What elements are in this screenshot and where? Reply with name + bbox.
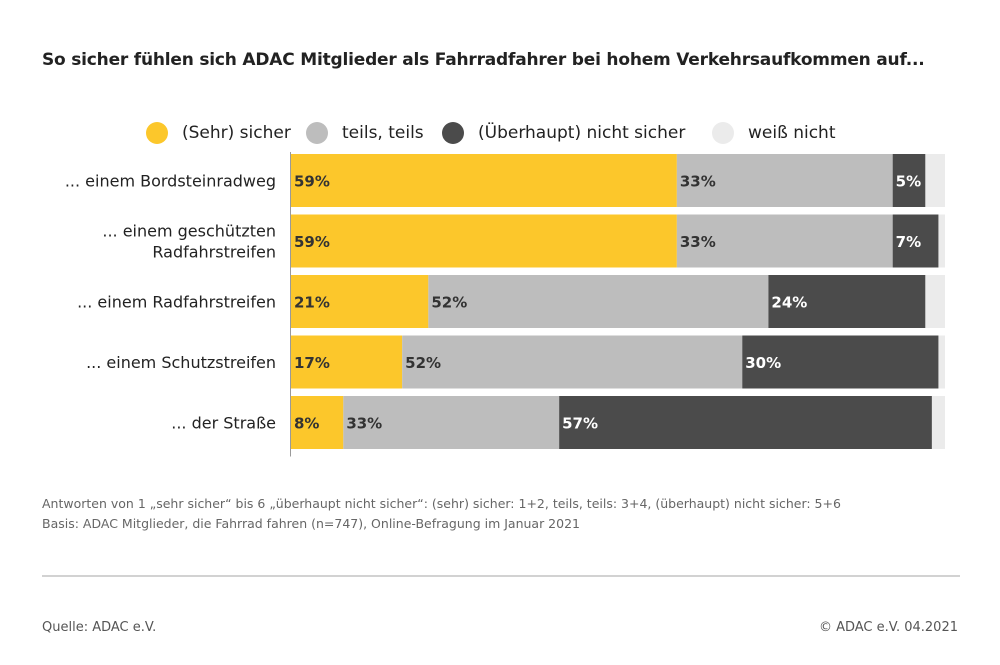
data-label-überhaupt-nicht-sicher-5: 57% bbox=[562, 415, 598, 433]
data-label-überhaupt-nicht-sicher-3: 24% bbox=[771, 294, 807, 312]
legend-swatch-weiss-nicht bbox=[712, 122, 734, 144]
category-label-3: ... einem Radfahrstreifen bbox=[77, 293, 276, 312]
data-label-teils-teils-3: 52% bbox=[431, 294, 467, 312]
legend-label-sicher: (Sehr) sicher bbox=[182, 123, 291, 143]
bar-überhaupt-nicht-sicher-2 bbox=[892, 214, 939, 268]
data-label-teils-teils-1: 33% bbox=[680, 173, 716, 191]
data-label-sehr-sicher-5: 8% bbox=[294, 415, 319, 433]
legend-swatch-nicht-sicher bbox=[442, 122, 464, 144]
category-label-5: ... der Straße bbox=[171, 414, 276, 433]
legend-label-nicht-sicher: (Überhaupt) nicht sicher bbox=[478, 123, 686, 143]
source-text: Quelle: ADAC e.V. bbox=[42, 620, 157, 635]
legend-item-teils: teils, teils bbox=[306, 120, 424, 146]
data-label-teils-teils-5: 33% bbox=[346, 415, 382, 433]
bar-sehr-sicher-2 bbox=[291, 214, 677, 268]
bar-weiß-nicht-3 bbox=[925, 275, 945, 328]
data-label-sehr-sicher-3: 21% bbox=[294, 294, 330, 312]
data-label-sehr-sicher-1: 59% bbox=[294, 173, 330, 191]
category-label-4: ... einem Schutzstreifen bbox=[86, 353, 276, 372]
legend-label-weiss-nicht: weiß nicht bbox=[748, 123, 836, 143]
bar-weiß-nicht-5 bbox=[931, 396, 945, 449]
chart-legend: (Sehr) sicher teils, teils (Überhaupt) n… bbox=[0, 120, 1000, 146]
divider bbox=[42, 575, 960, 577]
bar-weiß-nicht-2 bbox=[938, 214, 945, 268]
copyright-text: © ADAC e.V. 04.2021 bbox=[818, 620, 958, 635]
data-label-überhaupt-nicht-sicher-4: 30% bbox=[745, 354, 781, 372]
category-label-2: ... einem geschützten Radfahrstreifen bbox=[102, 222, 276, 262]
bar-teils-teils-2 bbox=[676, 214, 893, 268]
bar-sehr-sicher-5 bbox=[291, 396, 344, 449]
footnote-basis: Basis: ADAC Mitglieder, die Fahrrad fahr… bbox=[42, 516, 580, 531]
bar-weiß-nicht-1 bbox=[925, 154, 945, 207]
bar-teils-teils-4 bbox=[402, 335, 743, 389]
data-label-sehr-sicher-2: 59% bbox=[294, 233, 330, 251]
bar-sehr-sicher-3 bbox=[291, 275, 429, 328]
category-label-1: ... einem Bordsteinradweg bbox=[65, 172, 276, 191]
legend-item-sicher: (Sehr) sicher bbox=[146, 120, 291, 146]
bar-teils-teils-1 bbox=[676, 154, 893, 207]
legend-item-nicht-sicher: (Überhaupt) nicht sicher bbox=[442, 120, 685, 146]
data-label-teils-teils-2: 33% bbox=[680, 233, 716, 251]
legend-label-teils: teils, teils bbox=[342, 123, 424, 143]
bar-überhaupt-nicht-sicher-5 bbox=[559, 396, 932, 449]
bar-sehr-sicher-4 bbox=[291, 335, 403, 389]
bar-weiß-nicht-4 bbox=[938, 335, 945, 389]
bar-überhaupt-nicht-sicher-3 bbox=[768, 275, 926, 328]
legend-item-weiss-nicht: weiß nicht bbox=[712, 120, 835, 146]
data-label-überhaupt-nicht-sicher-1: 5% bbox=[896, 173, 921, 191]
data-label-teils-teils-4: 52% bbox=[405, 354, 441, 372]
bar-überhaupt-nicht-sicher-1 bbox=[892, 154, 926, 207]
footnote-answers: Antworten von 1 „sehr sicher“ bis 6 „übe… bbox=[42, 496, 841, 511]
bar-überhaupt-nicht-sicher-4 bbox=[742, 335, 939, 389]
stacked-bar-chart: ... einem Bordsteinradweg 59% 33% 5% ... ein… bbox=[65, 152, 945, 457]
legend-swatch-sicher bbox=[146, 122, 168, 144]
data-label-sehr-sicher-4: 17% bbox=[294, 354, 330, 372]
data-label-überhaupt-nicht-sicher-2: 7% bbox=[896, 233, 921, 251]
bar-teils-teils-5 bbox=[343, 396, 560, 449]
bar-sehr-sicher-1 bbox=[291, 154, 677, 207]
legend-swatch-teils bbox=[306, 122, 328, 144]
chart-title: So sicher fühlen sich ADAC Mitglieder al… bbox=[42, 50, 925, 70]
bar-teils-teils-3 bbox=[428, 275, 769, 328]
